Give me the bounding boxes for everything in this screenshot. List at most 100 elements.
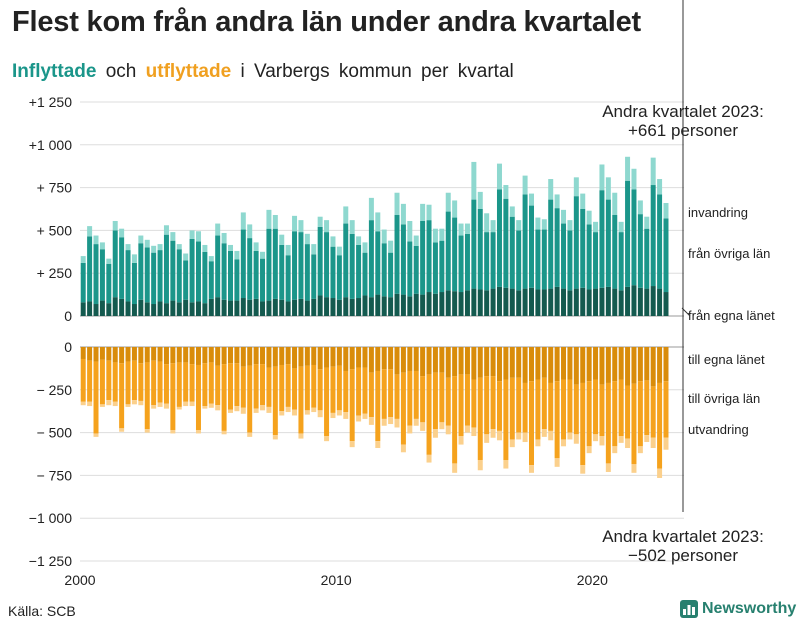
bar-inflow-same-county [138, 299, 144, 316]
bar-inflow-other-counties [509, 216, 515, 289]
bar-outflow-same-county [343, 347, 349, 371]
bar-outflow-emigration [381, 418, 387, 426]
bar-outflow-emigration [490, 429, 496, 438]
bar-inflow-same-county [125, 301, 131, 316]
bar-inflow-immigration [400, 203, 406, 225]
bar-inflow-same-county [93, 304, 99, 316]
bar-inflow-same-county [516, 290, 522, 316]
bar-inflow-immigration [522, 175, 528, 195]
bar-outflow-emigration [99, 404, 105, 407]
bar-outflow-same-county [599, 347, 605, 385]
bar-inflow-same-county [593, 288, 599, 316]
bar-outflow-other-counties [208, 362, 214, 404]
y-tick-top: + 500 [37, 222, 73, 238]
bar-outflow-same-county [131, 347, 137, 361]
bar-inflow-immigration [356, 236, 362, 245]
bar-inflow-same-county [356, 298, 362, 316]
bar-outflow-same-county [605, 347, 611, 383]
bar-outflow-emigration [593, 434, 599, 442]
bar-inflow-other-counties [240, 229, 246, 299]
bar-inflow-immigration [260, 251, 266, 259]
bar-inflow-other-counties [112, 230, 118, 298]
bar-outflow-other-counties [561, 379, 567, 440]
bar-inflow-same-county [343, 297, 349, 316]
bar-outflow-emigration [586, 446, 592, 454]
bar-inflow-same-county [317, 295, 323, 316]
bar-inflow-same-county [157, 301, 163, 316]
bar-inflow-other-counties [388, 252, 394, 298]
bar-inflow-other-counties [163, 234, 169, 304]
bar-outflow-other-counties [106, 360, 112, 401]
bar-inflow-other-counties [304, 244, 310, 301]
bar-inflow-same-county [375, 294, 381, 316]
bar-outflow-same-county [394, 347, 400, 375]
bar-outflow-same-county [586, 347, 592, 382]
bar-inflow-same-county [336, 299, 342, 316]
bar-outflow-same-county [87, 347, 93, 361]
bar-inflow-other-counties [548, 199, 554, 289]
bar-inflow-other-counties [593, 232, 599, 289]
bar-inflow-immigration [362, 242, 368, 253]
bar-inflow-other-counties [144, 247, 150, 303]
bar-outflow-same-county [516, 347, 522, 378]
bar-inflow-other-counties [93, 244, 99, 305]
bar-outflow-other-counties [381, 369, 387, 419]
bar-inflow-immigration [317, 216, 323, 227]
bar-outflow-emigration [215, 405, 221, 411]
bar-inflow-same-county [311, 298, 317, 316]
bar-inflow-same-county [195, 301, 201, 316]
bar-inflow-immigration [426, 204, 432, 221]
bar-outflow-same-county [426, 347, 432, 375]
bar-inflow-same-county [445, 290, 451, 316]
bar-outflow-same-county [657, 347, 663, 383]
bar-inflow-same-county [279, 299, 285, 316]
bar-inflow-other-counties [426, 220, 432, 293]
bar-inflow-other-counties [189, 238, 195, 303]
chart-title: Flest kom från andra län under andra kva… [12, 6, 641, 38]
bar-outflow-other-counties [413, 370, 419, 419]
bar-outflow-same-county [279, 347, 285, 365]
bar-inflow-other-counties [349, 233, 355, 299]
bar-inflow-same-county [362, 295, 368, 316]
bar-outflow-same-county [631, 347, 637, 384]
bar-inflow-immigration [503, 185, 509, 199]
bar-outflow-same-county [247, 347, 253, 366]
bar-inflow-other-counties [529, 205, 534, 288]
bar-outflow-emigration [311, 407, 317, 413]
bar-inflow-immigration [490, 220, 496, 233]
bar-outflow-other-counties [317, 369, 323, 411]
bar-inflow-other-counties [605, 199, 611, 287]
bar-outflow-other-counties [605, 382, 611, 464]
bar-outflow-other-counties [311, 364, 317, 408]
bar-inflow-other-counties [362, 252, 368, 296]
bar-outflow-other-counties [195, 364, 201, 431]
bar-outflow-other-counties [157, 361, 163, 403]
bar-outflow-other-counties [407, 370, 413, 426]
y-tick-top: + 250 [37, 265, 73, 281]
bar-inflow-other-counties [292, 231, 298, 300]
bar-outflow-same-county [554, 347, 560, 382]
bar-inflow-same-county [298, 298, 304, 316]
bar-inflow-other-counties [625, 180, 631, 287]
bar-outflow-other-counties [356, 367, 362, 416]
bar-outflow-same-county [266, 347, 272, 368]
bar-outflow-other-counties [541, 377, 547, 430]
bar-inflow-other-counties [471, 199, 477, 289]
bar-outflow-emigration [567, 432, 573, 440]
bar-outflow-emigration [330, 412, 336, 419]
bar-inflow-other-counties [490, 232, 496, 289]
bar-outflow-emigration [503, 459, 509, 469]
bar-inflow-immigration [637, 200, 643, 215]
bar-outflow-other-counties [112, 362, 118, 402]
bar-inflow-other-counties [573, 196, 579, 289]
bar-inflow-immigration [375, 212, 381, 232]
bar-outflow-emigration [644, 435, 650, 443]
series-label-emigration: utvandring [688, 422, 749, 437]
bar-inflow-other-counties [580, 209, 586, 288]
bar-inflow-immigration [605, 177, 611, 200]
bar-inflow-same-county [247, 299, 253, 316]
bar-inflow-immigration [561, 209, 567, 224]
bar-inflow-same-county [189, 302, 195, 316]
bar-outflow-emigration [368, 417, 374, 425]
bar-outflow-other-counties [285, 364, 291, 407]
